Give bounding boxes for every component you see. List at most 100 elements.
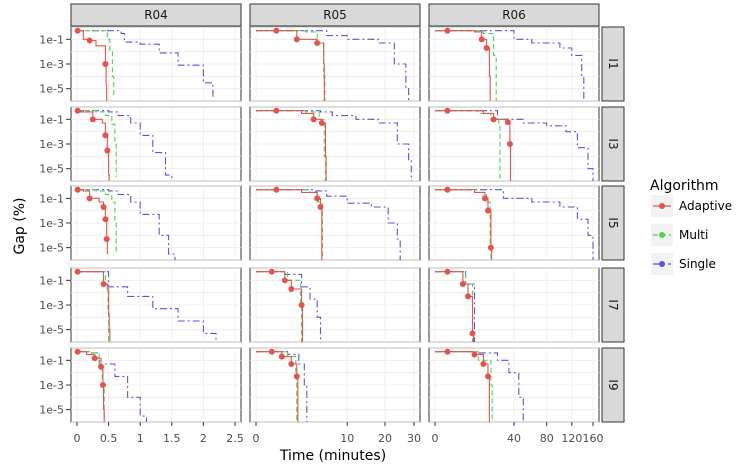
panel <box>428 106 600 182</box>
adaptive-marker <box>273 107 280 114</box>
panel <box>249 267 421 343</box>
adaptive-marker <box>288 285 295 292</box>
x-tick-label: 30 <box>407 432 421 445</box>
y-tick-label: 1e-5 <box>39 163 64 176</box>
adaptive-marker <box>268 348 275 355</box>
adaptive-marker <box>314 195 321 202</box>
adaptive-marker <box>459 281 466 288</box>
x-axis-title: Time (minutes) <box>279 448 386 464</box>
x-tick-label: 0 <box>432 432 439 445</box>
adaptive-marker <box>465 293 472 300</box>
adaptive-marker <box>444 186 451 193</box>
adaptive-marker <box>273 186 280 193</box>
y-tick-label: 1e-3 <box>39 217 64 230</box>
series-line-single <box>77 110 173 181</box>
column-strip <box>249 3 421 27</box>
column-strip-label: R05 <box>323 8 347 22</box>
series-line-single <box>77 189 176 260</box>
adaptive-marker <box>74 27 81 34</box>
row-strip <box>601 185 625 261</box>
panel <box>70 267 242 343</box>
adaptive-marker <box>487 244 494 251</box>
series-line-adaptive <box>77 189 108 255</box>
legend-key-marker <box>659 232 665 238</box>
series-line-single <box>256 189 401 260</box>
series-line-single <box>77 30 214 98</box>
y-tick-label: 1e-1 <box>39 354 64 367</box>
adaptive-marker <box>444 348 451 355</box>
series-line-single <box>435 30 585 101</box>
adaptive-marker <box>91 355 98 362</box>
adaptive-marker <box>86 195 93 202</box>
y-tick-label: 1e-3 <box>39 58 64 71</box>
legend-label: Adaptive <box>679 199 732 213</box>
adaptive-marker <box>74 107 81 114</box>
y-tick-label: 1e-1 <box>39 192 64 205</box>
adaptive-marker <box>102 132 109 139</box>
adaptive-marker <box>100 281 107 288</box>
x-tick-label: 0.5 <box>100 432 118 445</box>
row-strip <box>601 267 625 343</box>
adaptive-marker <box>288 361 295 368</box>
series-line-single <box>256 110 412 181</box>
panel <box>249 26 421 102</box>
panel <box>249 185 421 261</box>
adaptive-marker <box>99 382 106 388</box>
x-tick-label: 2.5 <box>226 432 244 445</box>
axes: 1e-1 1e-3 1e-5 1e-1 1e-3 1e-5 1e-1 1e-3 1e-5 1e-1… <box>39 33 603 445</box>
panel <box>249 347 421 423</box>
panel <box>428 185 600 261</box>
row-strip <box>601 347 625 423</box>
series-line-adaptive <box>77 271 111 342</box>
column-strip-label: R04 <box>144 8 168 22</box>
series-line-adaptive <box>77 351 105 422</box>
x-tick-label: 2 <box>200 432 207 445</box>
adaptive-marker <box>293 36 300 43</box>
adaptive-marker <box>102 61 109 67</box>
x-tick-label: 80 <box>540 432 554 445</box>
panel <box>428 347 600 423</box>
panel <box>70 106 242 182</box>
adaptive-marker <box>298 302 305 308</box>
y-tick-label: 1e-5 <box>39 404 64 417</box>
adaptive-marker <box>484 207 491 214</box>
x-tick-label: 10 <box>340 432 354 445</box>
y-tick-label: 1e-5 <box>39 324 64 337</box>
series-line-multi <box>435 351 493 422</box>
adaptive-marker <box>100 203 107 210</box>
row-strip-label: I7 <box>606 299 620 310</box>
column-strip-label: R06 <box>502 8 526 22</box>
legend-key-marker <box>659 261 665 267</box>
row-strip <box>601 26 625 102</box>
series-line-multi <box>77 30 115 98</box>
series-line-adaptive <box>256 110 327 181</box>
adaptive-marker <box>490 116 497 123</box>
adaptive-marker <box>74 186 81 193</box>
legend-label: Multi <box>679 228 708 242</box>
adaptive-marker <box>444 27 451 34</box>
panel-grid: R04 R05 R06 I1 I3 I5 I7 I9 <box>70 3 625 423</box>
adaptive-marker <box>314 40 321 47</box>
panel <box>428 26 600 102</box>
legend-title: Algorithm <box>650 178 719 194</box>
y-tick-label: 1e-3 <box>39 138 64 151</box>
series-line-single <box>77 271 217 342</box>
x-tick-label: 0 <box>253 432 260 445</box>
panel <box>70 26 242 102</box>
adaptive-marker <box>469 330 476 337</box>
row-strip-label: I3 <box>606 138 620 149</box>
panel <box>249 106 421 182</box>
legend-key-marker <box>659 203 665 209</box>
adaptive-marker <box>89 116 96 123</box>
y-tick-label: 1e-3 <box>39 379 64 392</box>
legend-label: Single <box>679 257 716 271</box>
adaptive-marker <box>98 363 105 370</box>
adaptive-marker <box>293 373 300 380</box>
y-tick-label: 1e-1 <box>39 274 64 287</box>
column-strip <box>428 3 600 27</box>
panel <box>70 185 242 261</box>
panel <box>70 347 242 423</box>
series-line-single <box>77 351 148 422</box>
adaptive-marker <box>318 120 325 127</box>
